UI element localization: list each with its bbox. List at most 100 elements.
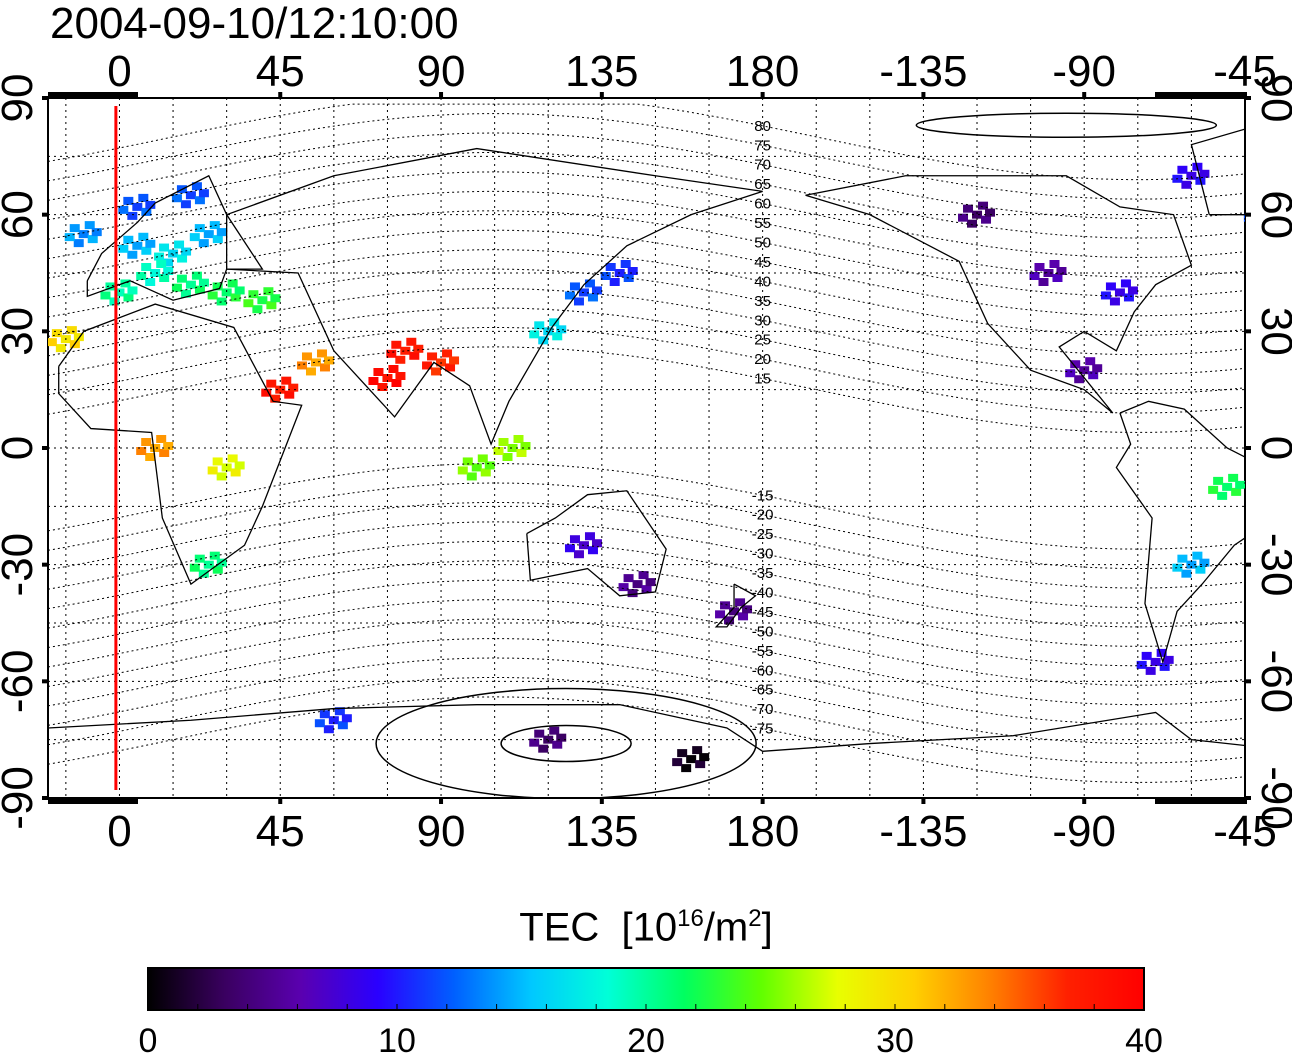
tec-cell — [66, 326, 77, 335]
tec-cell — [620, 260, 631, 268]
tec-cell — [457, 466, 468, 475]
tec-cell — [1092, 364, 1103, 373]
tec-cell — [1177, 554, 1188, 563]
mag-lat-contour — [48, 288, 1245, 375]
tec-cell — [549, 318, 560, 327]
tec-cell — [191, 182, 202, 191]
right-tick-mark — [1245, 562, 1251, 567]
tec-cell — [605, 263, 616, 271]
tec-cell — [981, 215, 992, 224]
tec-cell — [1186, 171, 1197, 180]
tec-cell — [471, 463, 482, 472]
contour-label: 15 — [754, 371, 771, 388]
mag-lat-contour — [48, 463, 1245, 550]
tec-cell — [462, 457, 473, 466]
tec-cell — [203, 230, 214, 239]
tec-cell — [78, 230, 89, 239]
tec-cell — [391, 340, 402, 349]
tec-data-cells — [48, 162, 1245, 773]
bottom-lon-tick-label: -90 — [1052, 807, 1116, 856]
tec-cell — [645, 578, 656, 587]
mag-lat-contour — [48, 346, 1245, 433]
tec-cell — [1056, 267, 1067, 275]
tec-cell — [1217, 491, 1228, 500]
contour-label: -15 — [752, 487, 774, 504]
tec-cell — [138, 232, 149, 241]
tec-cell — [123, 235, 134, 244]
coastline — [58, 303, 303, 586]
tec-cell — [234, 461, 245, 470]
left-lat-tick-label: 0 — [0, 436, 42, 460]
tec-cell — [715, 610, 726, 619]
top-tick-mark — [760, 92, 765, 98]
mag-lat-contour — [48, 268, 1245, 356]
tec-cell — [145, 453, 156, 461]
left-tick-mark — [42, 212, 48, 217]
tec-cell — [445, 363, 456, 372]
colorbar-unit-prefix: [10 — [621, 905, 678, 950]
coastline — [805, 175, 1193, 414]
colorbar — [147, 967, 1145, 1011]
right-tick-mark — [1245, 329, 1251, 334]
tec-cell — [123, 196, 134, 205]
tec-cell — [314, 719, 325, 728]
contour-label: -60 — [752, 662, 774, 679]
tec-cell — [145, 239, 156, 248]
tec-cell — [310, 358, 321, 367]
contour-label: -25 — [752, 526, 774, 543]
tec-cell — [118, 205, 129, 214]
left-lat-tick-label: 30 — [0, 307, 42, 356]
contour-labels: 80 75 70 65 60 55 50 45 40 35 30 25 20 15 -15 -20 -25 -30… — [752, 118, 774, 738]
contour-label: 20 — [754, 351, 771, 368]
bottom-tick-mark — [921, 798, 926, 804]
tec-cell — [1141, 651, 1152, 660]
mag-lat-contour — [48, 676, 1245, 764]
tec-cell — [132, 241, 143, 250]
tec-cell — [386, 349, 397, 358]
axis-tick-labels: 0 45 90 135 180 -135 -90 -450 45 90 135 180 -135 -90-… — [0, 47, 1292, 856]
tec-cell — [699, 753, 710, 762]
tec-cell — [181, 247, 192, 256]
tec-cell — [985, 208, 996, 217]
contour-label: -75 — [752, 721, 774, 738]
bottom-tick-mark — [760, 798, 765, 804]
contour-label: 80 — [754, 118, 771, 135]
tec-cell — [406, 337, 417, 346]
colorbar-unit-suffix: ] — [761, 905, 773, 950]
coastline — [714, 583, 757, 628]
top-tick-mark — [1082, 92, 1087, 98]
tec-cell — [266, 301, 277, 310]
top-lon-tick-label: -135 — [879, 47, 967, 96]
tec-cell — [163, 267, 174, 275]
axis-edge-bar — [48, 798, 138, 804]
axis-tick-marks — [42, 92, 1251, 804]
tec-cell — [141, 263, 152, 271]
tec-cell — [534, 729, 545, 738]
mag-lat-contour — [48, 229, 1245, 317]
tec-cell — [972, 210, 983, 219]
tec-cell — [123, 293, 134, 302]
south-magnetic-pole-contour — [500, 724, 632, 763]
tec-cell — [1105, 282, 1116, 291]
tec-cell — [145, 278, 156, 286]
tec-cell — [216, 297, 227, 306]
tec-cell — [692, 746, 703, 755]
tec-cell — [154, 252, 165, 261]
tec-cell — [442, 349, 453, 358]
tec-cell — [252, 305, 263, 314]
contour-label: 25 — [754, 332, 771, 349]
tec-cell — [1235, 480, 1245, 489]
tec-cell — [591, 286, 602, 295]
bottom-tick-mark — [1082, 798, 1087, 804]
tec-cell — [319, 710, 330, 719]
tec-cell — [556, 733, 567, 742]
tec-cell — [127, 286, 138, 295]
tec-cell — [638, 571, 649, 580]
top-tick-mark — [278, 92, 283, 98]
bottom-tick-mark — [599, 798, 604, 804]
tec-cell — [257, 296, 268, 305]
tec-cell — [305, 367, 316, 376]
colorbar-unit-exp2: 2 — [748, 905, 762, 932]
tec-cell — [73, 239, 84, 248]
tec-cell — [1181, 180, 1192, 189]
